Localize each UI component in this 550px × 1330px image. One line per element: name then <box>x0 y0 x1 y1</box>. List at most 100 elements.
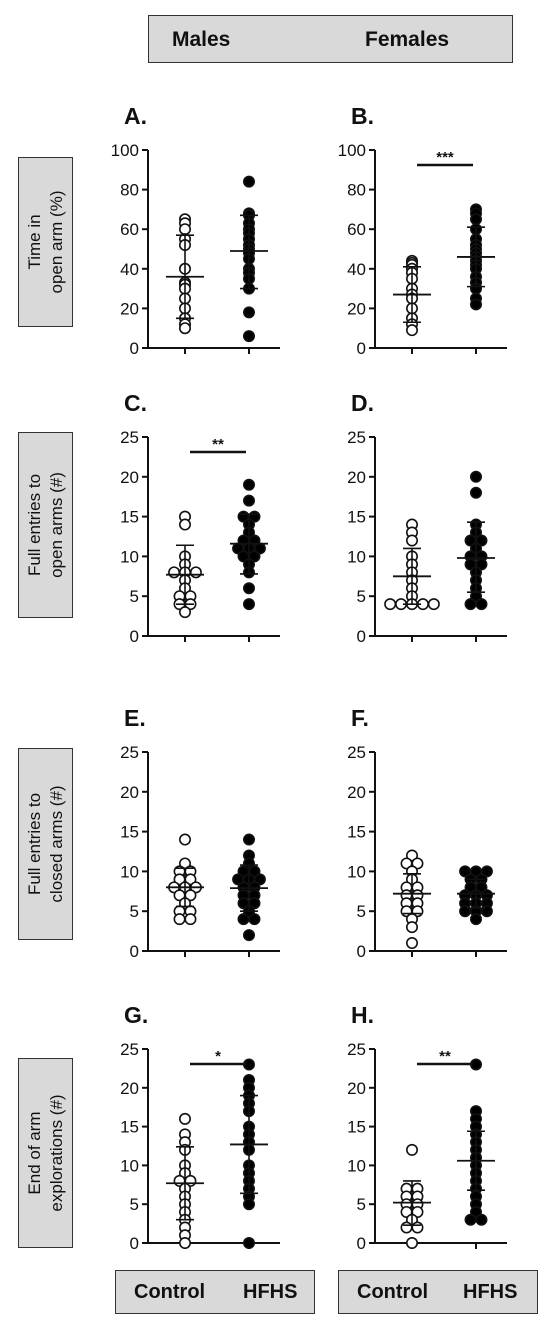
hfhs-point-c <box>243 478 256 491</box>
y-tick-label-e: 25 <box>120 743 139 762</box>
y-tick-label-h: 5 <box>357 1195 366 1214</box>
control-point-a <box>179 223 192 236</box>
hfhs-point-d <box>469 486 482 499</box>
y-tick-label-b: 100 <box>338 141 366 160</box>
hfhs-point-b <box>469 213 482 226</box>
y-tick-label-d: 10 <box>347 547 366 566</box>
significance-stars-b: *** <box>436 149 454 166</box>
hfhs-point-d <box>464 598 477 611</box>
y-tick-label-d: 15 <box>347 508 366 527</box>
control-point-b <box>405 324 418 337</box>
control-point-c <box>189 566 202 579</box>
hfhs-point-e <box>232 873 245 886</box>
significance-stars-c: ** <box>212 436 224 453</box>
y-tick-label-b: 0 <box>357 339 366 358</box>
y-tick-label-a: 0 <box>130 339 139 358</box>
y-tick-label-e: 5 <box>130 902 139 921</box>
control-point-a <box>179 322 192 335</box>
row-label-box-time-open: Time in open arm (%) <box>18 157 73 327</box>
hfhs-point-e <box>237 913 250 926</box>
control-point-g <box>179 1237 192 1250</box>
hfhs-point-f <box>459 865 472 878</box>
control-point-g <box>179 1112 192 1125</box>
control-point-f <box>411 857 424 870</box>
hfhs-point-f <box>469 913 482 926</box>
y-tick-label-g: 20 <box>120 1079 139 1098</box>
control-point-f <box>405 937 418 950</box>
y-tick-label-h: 10 <box>347 1156 366 1175</box>
hfhs-point-g <box>243 1198 256 1211</box>
control-point-h <box>400 1221 413 1234</box>
panel-label-d: D. <box>351 390 374 416</box>
panel-label-e: E. <box>124 705 146 731</box>
y-tick-label-h: 25 <box>347 1040 366 1059</box>
control-point-d <box>384 598 397 611</box>
y-tick-label-g: 10 <box>120 1156 139 1175</box>
control-point-e <box>179 833 192 846</box>
y-tick-label-f: 10 <box>347 862 366 881</box>
y-tick-label-d: 0 <box>357 627 366 646</box>
y-tick-label-h: 15 <box>347 1118 366 1137</box>
panel-label-b: B. <box>351 103 374 129</box>
control-point-c <box>179 518 192 531</box>
y-tick-label-e: 0 <box>130 942 139 961</box>
y-tick-label-c: 20 <box>120 468 139 487</box>
y-tick-label-c: 15 <box>120 508 139 527</box>
y-tick-label-a: 80 <box>120 181 139 200</box>
y-tick-label-h: 0 <box>357 1234 366 1253</box>
y-tick-label-c: 0 <box>130 627 139 646</box>
hfhs-point-h <box>475 1213 488 1226</box>
control-point-d <box>427 598 440 611</box>
control-point-h <box>405 1143 418 1156</box>
hfhs-point-c <box>243 582 256 595</box>
header-males: Males <box>172 28 231 51</box>
footer-control-males: Control <box>134 1281 206 1303</box>
hfhs-point-g <box>243 1237 256 1250</box>
y-tick-label-c: 25 <box>120 428 139 447</box>
control-point-c <box>179 606 192 619</box>
y-tick-label-g: 15 <box>120 1118 139 1137</box>
y-tick-label-e: 10 <box>120 862 139 881</box>
footer-box-males: Control HFHS <box>115 1270 315 1314</box>
y-tick-label-e: 20 <box>120 783 139 802</box>
y-tick-label-d: 5 <box>357 587 366 606</box>
hfhs-point-e <box>243 833 256 846</box>
y-tick-label-g: 0 <box>130 1234 139 1253</box>
hfhs-point-f <box>480 865 493 878</box>
y-tick-label-a: 20 <box>120 299 139 318</box>
y-tick-label-g: 5 <box>130 1195 139 1214</box>
hfhs-point-c <box>243 494 256 507</box>
y-tick-label-f: 15 <box>347 823 366 842</box>
control-point-f <box>405 921 418 934</box>
significance-stars-g: * <box>215 1048 221 1065</box>
control-point-d <box>405 534 418 547</box>
y-tick-label-b: 40 <box>347 260 366 279</box>
y-tick-label-f: 5 <box>357 902 366 921</box>
y-tick-label-b: 80 <box>347 181 366 200</box>
y-tick-label-f: 20 <box>347 783 366 802</box>
hfhs-point-e <box>248 913 261 926</box>
row-label-box-entries-closed: Full entries to closed arms (#) <box>18 748 73 940</box>
control-point-f <box>405 849 418 862</box>
y-tick-label-c: 5 <box>130 587 139 606</box>
control-point-c <box>168 566 181 579</box>
y-tick-label-g: 25 <box>120 1040 139 1059</box>
y-tick-label-a: 60 <box>120 220 139 239</box>
footer-hfhs-males: HFHS <box>243 1281 298 1303</box>
header-females: Females <box>365 28 450 51</box>
y-tick-label-d: 25 <box>347 428 366 447</box>
y-tick-label-d: 20 <box>347 468 366 487</box>
hfhs-point-b <box>469 298 482 311</box>
panel-label-a: A. <box>124 103 147 129</box>
y-tick-label-b: 60 <box>347 220 366 239</box>
y-tick-label-e: 15 <box>120 823 139 842</box>
footer-control-females: Control <box>357 1281 429 1303</box>
y-tick-label-b: 20 <box>347 299 366 318</box>
row-label-box-entries-open: Full entries to open arms (#) <box>18 432 73 618</box>
hfhs-point-e <box>243 929 256 942</box>
y-tick-label-c: 10 <box>120 547 139 566</box>
footer-box-females: Control HFHS <box>338 1270 538 1314</box>
row-label-box-arm-explorations: End of arm explorations (#) <box>18 1058 73 1248</box>
panel-label-h: H. <box>351 1002 374 1028</box>
